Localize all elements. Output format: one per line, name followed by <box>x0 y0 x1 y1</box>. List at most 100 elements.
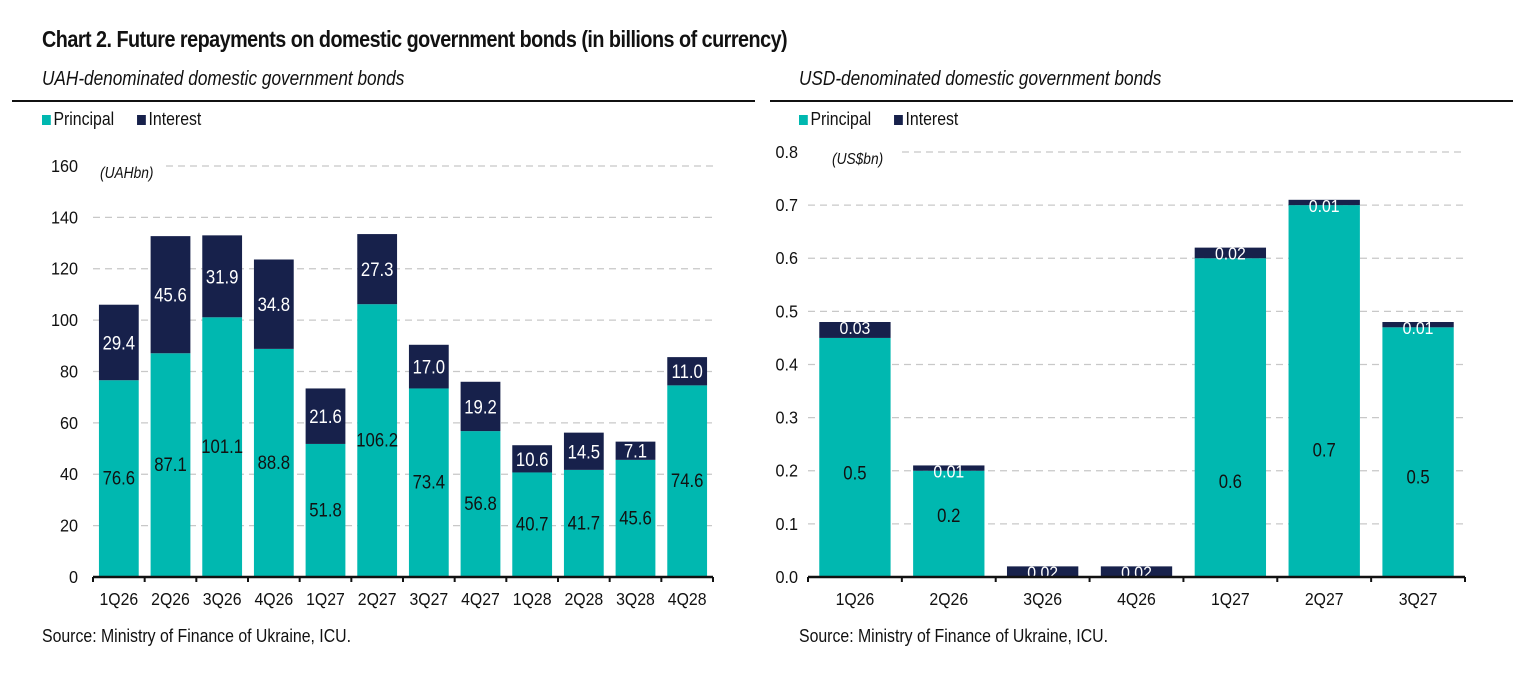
data-label-interest: 45.6 <box>154 285 187 306</box>
y-tick-label: 0.1 <box>775 514 798 534</box>
left-divider <box>12 100 755 102</box>
y-tick-label: 0.8 <box>775 142 798 162</box>
bar-interest <box>615 441 656 460</box>
x-tick-label: 2Q28 <box>564 589 603 609</box>
x-tick-label: 2Q26 <box>151 589 190 609</box>
data-label-principal: 45.6 <box>619 507 652 528</box>
left-chart-subtitle: UAH-denominated domestic government bond… <box>42 68 405 90</box>
data-label-interest: 0.01 <box>933 462 964 482</box>
data-label-interest: 19.2 <box>464 396 497 417</box>
data-label-interest: 7.1 <box>624 441 647 462</box>
data-label-interest: 0.02 <box>1027 562 1058 582</box>
data-label-interest: 27.3 <box>361 259 394 280</box>
right-chart-subtitle: USD-denominated domestic government bond… <box>799 68 1162 90</box>
right-legend: Principal Interest <box>799 109 981 130</box>
data-label-principal: 41.7 <box>568 512 601 533</box>
bar-interest <box>1194 247 1267 259</box>
bar-principal <box>408 388 449 577</box>
legend-item-principal: Principal <box>799 109 871 130</box>
y-tick-label: 0.5 <box>775 302 798 322</box>
chart-title: Chart 2. Future repayments on domestic g… <box>42 26 788 52</box>
data-label-principal: 0.6 <box>1219 471 1242 492</box>
y-tick-label: 80 <box>60 362 78 382</box>
data-label-interest: 34.8 <box>258 294 291 315</box>
bar-interest <box>1288 199 1360 206</box>
x-tick-label: 3Q27 <box>409 589 448 609</box>
y-tick-label: 0.2 <box>775 461 798 481</box>
left-source-note: Source: Ministry of Finance of Ukraine, … <box>42 626 351 646</box>
data-label-principal: 73.4 <box>413 472 446 493</box>
bar-principal <box>202 317 243 577</box>
right-divider <box>770 100 1513 102</box>
data-label-principal: 0.5 <box>1406 467 1429 488</box>
bar-principal <box>819 337 891 577</box>
data-label-interest: 14.5 <box>568 441 601 462</box>
data-label-interest: 10.6 <box>516 449 549 470</box>
bar-principal <box>1194 258 1267 577</box>
data-label-principal: 0.2 <box>937 505 960 526</box>
data-label-principal: 56.8 <box>464 493 497 514</box>
bar-interest <box>202 235 243 318</box>
y-tick-label: 0.3 <box>775 408 798 428</box>
data-label-principal: 87.1 <box>154 454 187 475</box>
data-label-interest: 0.03 <box>840 318 871 338</box>
data-label-interest: 31.9 <box>206 266 239 287</box>
data-label-principal: 76.6 <box>103 468 136 489</box>
legend-label-principal: Principal <box>53 109 115 129</box>
interest-swatch <box>894 114 903 125</box>
bar-principal <box>357 304 398 577</box>
data-label-interest: 0.02 <box>1121 562 1152 582</box>
legend-item-interest: Interest <box>137 109 201 130</box>
x-tick-label: 1Q26 <box>836 589 875 609</box>
x-tick-label: 1Q28 <box>513 589 552 609</box>
legend-label-principal: Principal <box>810 109 872 129</box>
x-tick-label: 2Q27 <box>1305 589 1344 609</box>
y-tick-label: 20 <box>60 516 78 536</box>
bar-principal <box>615 459 656 577</box>
data-label-principal: 88.8 <box>258 452 291 473</box>
y-tick-label: 120 <box>51 259 78 279</box>
bar-interest <box>460 381 501 432</box>
y-tick-label: 0.4 <box>775 355 798 375</box>
bar-interest <box>253 259 294 349</box>
legend-item-interest: Interest <box>894 109 958 130</box>
data-label-principal: 101.1 <box>201 436 243 457</box>
data-label-interest: 21.6 <box>309 406 342 427</box>
data-label-principal: 74.6 <box>671 470 704 491</box>
data-label-interest: 0.01 <box>1403 318 1434 338</box>
data-label-interest: 11.0 <box>672 361 703 382</box>
y-tick-label: 100 <box>51 310 78 330</box>
bar-interest <box>305 388 346 444</box>
x-tick-label: 2Q26 <box>929 589 968 609</box>
data-label-interest: 29.4 <box>103 332 136 353</box>
bar-interest <box>563 432 604 470</box>
data-label-interest: 0.01 <box>1309 196 1340 216</box>
data-label-principal: 0.5 <box>843 463 866 484</box>
y-tick-label: 0.7 <box>775 195 798 215</box>
principal-swatch <box>42 114 51 125</box>
y-tick-label: 0.0 <box>775 567 798 587</box>
y-tick-label: 60 <box>60 413 78 433</box>
interest-swatch <box>137 114 146 125</box>
bar-principal <box>460 431 501 577</box>
data-label-interest: 0.02 <box>1215 244 1246 264</box>
bar-principal <box>563 469 604 577</box>
bar-interest <box>150 236 191 354</box>
right-source-note: Source: Ministry of Finance of Ukraine, … <box>799 626 1108 646</box>
usd-chart: 0.0 0.1 0.2 0.3 0.4 0.5 0.6 0.7 0.8 (US$bn) 0.5 0.0… <box>775 142 1466 609</box>
unit-label: (US$bn) <box>832 150 883 168</box>
y-tick-label: 40 <box>60 464 78 484</box>
x-tick-label: 1Q27 <box>1211 589 1250 609</box>
bar-principal <box>150 353 191 577</box>
y-tick-label: 0.6 <box>775 248 798 268</box>
bar-interest <box>357 234 398 305</box>
bar-interest <box>1006 566 1079 577</box>
bar-interest <box>1100 566 1173 577</box>
x-tick-label: 4Q28 <box>668 589 707 609</box>
y-tick-label: 0 <box>69 567 78 587</box>
bar-principal <box>1382 327 1454 577</box>
bar-principal <box>512 472 553 577</box>
x-tick-label: 1Q26 <box>99 589 138 609</box>
bar-interest <box>667 357 708 386</box>
bar-principal <box>98 380 139 577</box>
